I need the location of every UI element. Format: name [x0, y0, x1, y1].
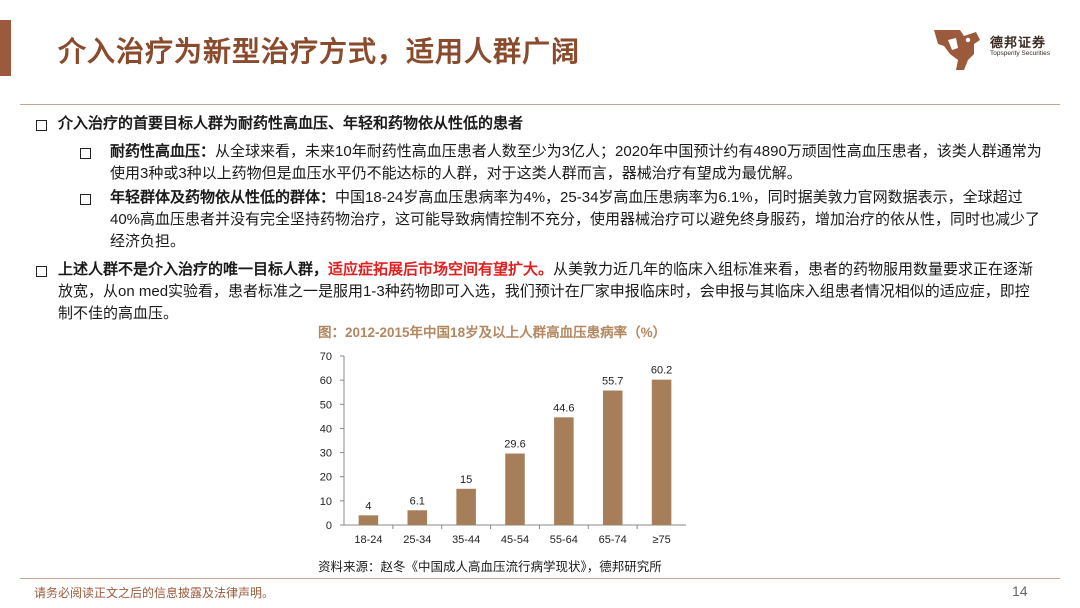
bullet-main-target: 介入治疗的首要目标人群为耐药性高血压、年轻和药物依从性低的患者: [58, 115, 524, 132]
page-title: 介入治疗为新型治疗方式，适用人群广阔: [58, 36, 581, 67]
y-tick-label: 20: [320, 472, 332, 484]
bar: [456, 488, 476, 525]
bar-chart: 0 10 20 30 40 50 60 70 4 18-24 6.1 25-34 15 35-44 29.6…: [320, 351, 686, 546]
bullet-square: [36, 266, 47, 277]
footer-disclaimer: 请务必阅读正文之后的信息披露及法律声明。: [34, 586, 275, 600]
title-accent-bar: [0, 20, 11, 76]
bullet-heading: 年轻群体及药物依从性低的群体：: [110, 189, 336, 206]
page-number: 14: [1012, 583, 1028, 599]
company-logo: 德邦证券 Topsperity Securities: [930, 26, 1060, 72]
bullet-text: 中国18-24岁高血压患病率为4%，25-34岁高血压患病率为6.1%，同时据美…: [110, 189, 1041, 250]
bar: [602, 390, 623, 525]
bullet-text: 从全球来看，未来10年耐药性高血压患者人数至少为3亿人；2020年中国预计约有4…: [110, 143, 1042, 182]
bar-value-label: 60.2: [651, 365, 672, 377]
x-tick-label: 35-44: [452, 534, 480, 546]
bullet-indication-expansion: 上述人群不是介入治疗的唯一目标人群，适应症拓展后市场空间有望扩大。从美敦力近几年…: [58, 259, 1043, 325]
bullet-highlight: 适应症拓展后市场空间有望扩大。: [328, 261, 554, 278]
logo-icon: [934, 30, 980, 70]
bar: [505, 453, 525, 525]
bar-value-label: 4: [365, 500, 371, 512]
y-tick-label: 60: [320, 375, 332, 387]
bullet-resistant-hypertension: 耐药性高血压：从全球来看，未来10年耐药性高血压患者人数至少为3亿人；2020年…: [110, 141, 1050, 185]
y-tick-label: 70: [320, 351, 332, 363]
bullet-text: 从美敦力近几年的临床入组标准来看，患者的药物服用数量要求正在逐渐放宽，从on m…: [58, 261, 1034, 322]
bar: [651, 379, 672, 525]
y-tick-label: 10: [320, 496, 332, 508]
chart-source: 资料来源：赵冬《中国成人高血压流行病学现状》，德邦研究所: [318, 560, 662, 574]
logo-name: 德邦证券: [990, 35, 1047, 50]
y-tick-label: 40: [320, 423, 332, 435]
logo-english-name: Topsperity Securities: [990, 50, 1050, 57]
x-tick-label: 55-64: [550, 534, 578, 546]
bullet-heading: 上述人群不是介入治疗的唯一目标人群，: [58, 261, 329, 278]
bullet-young-low-adherence: 年轻群体及药物依从性低的群体：中国18-24岁高血压患病率为4%，25-34岁高…: [110, 187, 1050, 253]
bar-value-label: 15: [460, 474, 472, 486]
bar-value-label: 55.7: [602, 376, 623, 388]
x-tick-label: 45-54: [501, 534, 529, 546]
x-tick-label: 65-74: [599, 534, 627, 546]
y-tick-label: 0: [326, 520, 332, 532]
bar: [407, 510, 428, 525]
bar: [554, 417, 574, 525]
y-tick-label: 50: [320, 399, 332, 411]
bullet-square: [36, 120, 47, 131]
bar-value-label: 44.6: [553, 402, 574, 414]
title-divider: [20, 104, 1060, 105]
y-tick-label: 30: [320, 448, 332, 460]
sub-bullet-square: [80, 148, 91, 159]
chart-title: 图：2012-2015年中国18岁及以上人群高血压患病率（%）: [318, 325, 667, 340]
x-tick-label: 18-24: [354, 534, 382, 546]
x-tick-label: ≥75: [652, 534, 670, 546]
bar-value-label: 29.6: [504, 439, 525, 451]
sub-bullet-square: [80, 194, 91, 205]
x-tick-label: 25-34: [403, 534, 431, 546]
bullet-heading: 耐药性高血压：: [110, 143, 216, 160]
bar: [358, 515, 379, 525]
bar-value-label: 6.1: [410, 495, 425, 507]
footer-divider: [20, 578, 1060, 579]
